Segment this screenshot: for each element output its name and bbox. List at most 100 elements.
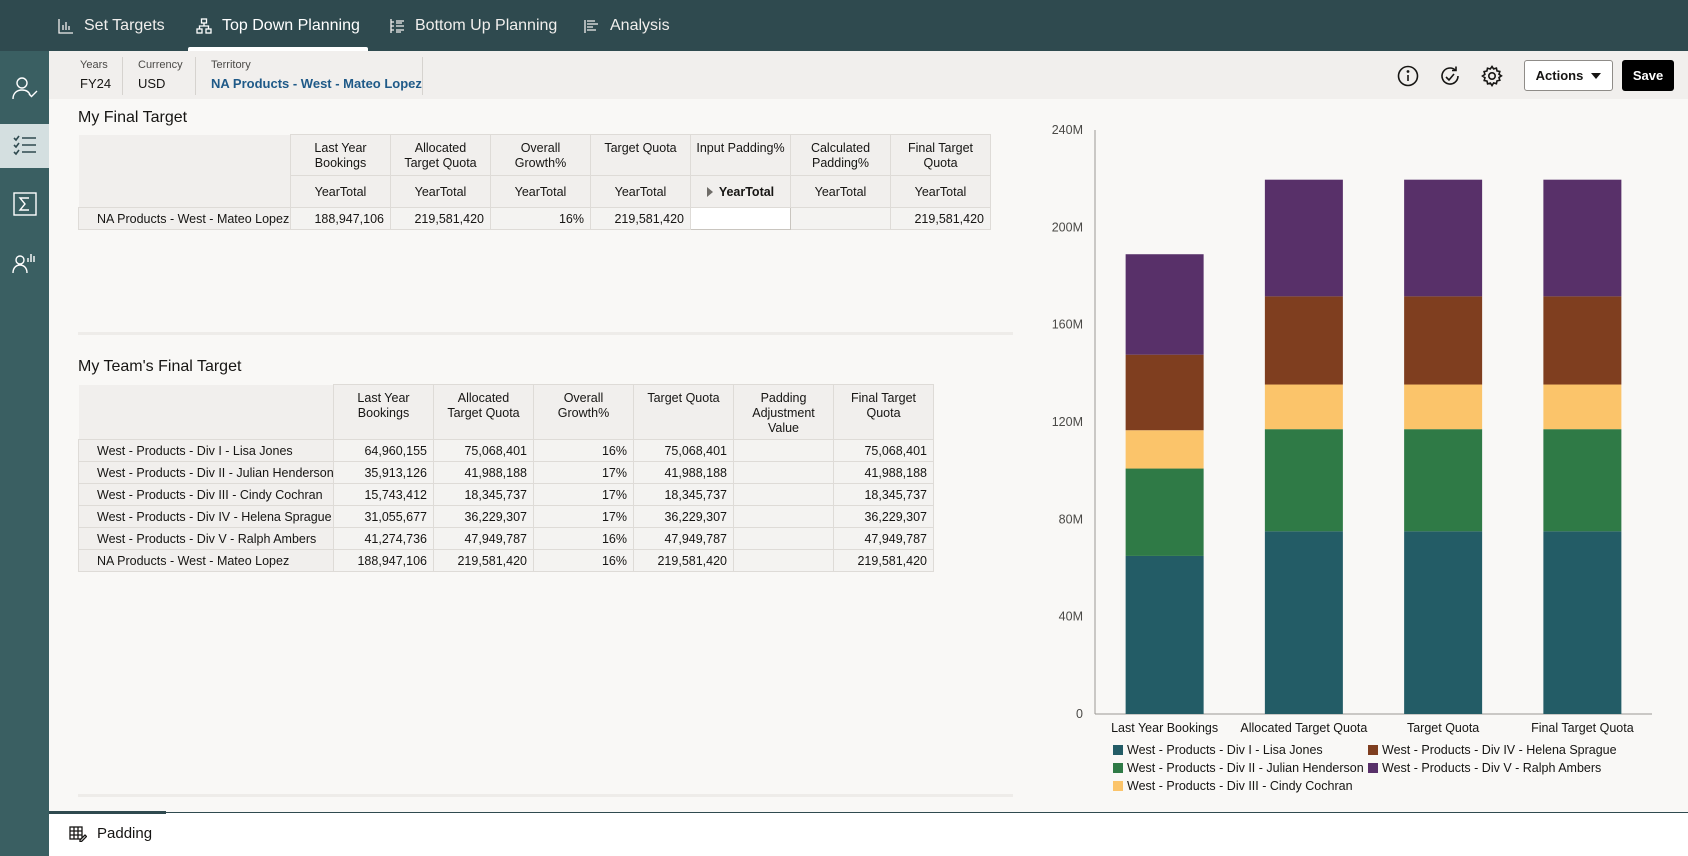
rail-user-analysis[interactable] <box>0 240 49 284</box>
pov-territory[interactable]: Territory NA Products - West - Mateo Lop… <box>211 59 422 91</box>
sub-header: YearTotal <box>490 175 591 208</box>
table-row: NA Products - West - Mateo Lopez 188,947… <box>78 207 991 230</box>
cell: 16% <box>533 439 634 462</box>
actions-label: Actions <box>1535 68 1584 83</box>
bar-segment <box>1404 429 1483 532</box>
cell: 17% <box>533 461 634 484</box>
y-tick-label: 0 <box>1076 707 1083 721</box>
row-header: West - Products - Div II - Julian Hender… <box>78 461 334 484</box>
bar-segment <box>1404 531 1483 714</box>
bar-segment <box>1264 296 1343 385</box>
grid-edit-icon <box>69 825 87 842</box>
cell: 36,229,307 <box>633 505 734 528</box>
rail-checklist[interactable] <box>0 124 49 168</box>
tab-top-down-planning[interactable]: Top Down Planning <box>188 0 368 51</box>
cell <box>733 461 834 484</box>
table-row: West - Products - Div V - Ralph Ambers 4… <box>78 527 934 550</box>
column-header: Final Target Quota <box>833 384 934 440</box>
cell: 41,274,736 <box>333 527 434 550</box>
sigma-icon <box>12 192 37 216</box>
y-tick-label: 80M <box>1059 512 1083 526</box>
tab-label: Bottom Up Planning <box>415 16 558 34</box>
bar-segment <box>1543 429 1622 532</box>
bar-segment <box>1264 384 1343 430</box>
cell: 219,581,420 <box>633 549 734 572</box>
bar-segment <box>1264 531 1343 714</box>
legend-swatch <box>1113 745 1123 755</box>
table-row: West - Products - Div III - Cindy Cochra… <box>78 483 934 506</box>
cell <box>733 527 834 550</box>
legend-label: West - Products - Div V - Ralph Ambers <box>1382 761 1601 775</box>
cell <box>733 505 834 528</box>
actions-button[interactable]: Actions <box>1524 60 1613 91</box>
pov-currency[interactable]: Currency USD <box>138 59 183 91</box>
cell: 188,947,106 <box>333 549 434 572</box>
legend-label: West - Products - Div IV - Helena Spragu… <box>1382 743 1617 757</box>
legend-swatch <box>1113 781 1123 791</box>
bar-segment <box>1404 179 1483 297</box>
cell: 16% <box>533 527 634 550</box>
sub-header: YearTotal <box>890 175 991 208</box>
sub-header-expand[interactable]: YearTotal <box>690 175 791 208</box>
cell: 47,949,787 <box>433 527 534 550</box>
rail-sum[interactable] <box>0 182 49 226</box>
legend-swatch <box>1368 745 1378 755</box>
settings-button[interactable] <box>1477 61 1507 91</box>
refresh-icon <box>1441 66 1459 85</box>
sub-header: YearTotal <box>390 175 491 208</box>
bar-segment <box>1125 354 1204 431</box>
hierarchy-icon <box>196 17 212 34</box>
bar-chart-icon <box>58 18 73 34</box>
pov-years-label: Years <box>80 59 108 71</box>
cell: 16% <box>533 549 634 572</box>
cell: 219,581,420 <box>890 207 991 230</box>
legend-swatch <box>1113 763 1123 773</box>
list-hierarchy-icon <box>390 18 404 33</box>
grid-corner <box>78 134 291 208</box>
column-header: Overall Growth% <box>490 134 591 176</box>
row-header: West - Products - Div V - Ralph Ambers <box>78 527 334 550</box>
bar-segment <box>1543 384 1622 430</box>
team-target-title: My Team's Final Target <box>78 358 242 375</box>
section-divider <box>78 332 1013 335</box>
tab-set-targets[interactable]: Set Targets <box>58 0 165 51</box>
row-header: West - Products - Div III - Cindy Cochra… <box>78 483 334 506</box>
pov-years-value: FY24 <box>80 76 112 91</box>
cell: 47,949,787 <box>833 527 934 550</box>
expand-icon[interactable] <box>706 186 713 197</box>
row-header: West - Products - Div IV - Helena Spragu… <box>78 505 334 528</box>
x-category-label: Last Year Bookings <box>1111 721 1218 735</box>
padding-tab[interactable]: Padding <box>69 825 152 842</box>
tab-label: Analysis <box>610 16 670 34</box>
cell <box>733 483 834 506</box>
stacked-bar-chart: 0 40M 80M 120M 160M 200M 240M Last Year Booking… <box>1052 123 1652 793</box>
info-button[interactable] <box>1393 61 1423 91</box>
checklist-icon <box>12 135 36 156</box>
legend-swatch <box>1368 763 1378 773</box>
column-header: Target Quota <box>633 384 734 440</box>
y-tick-label: 240M <box>1052 123 1083 137</box>
refresh-button[interactable] <box>1435 61 1465 91</box>
cell <box>790 207 891 230</box>
pov-territory-value[interactable]: NA Products - West - Mateo Lopez <box>211 76 422 91</box>
column-header: Input Padding% <box>690 134 791 176</box>
y-tick-label: 200M <box>1052 220 1083 234</box>
tab-bottom-up-planning[interactable]: Bottom Up Planning <box>389 0 557 51</box>
tab-analysis[interactable]: Analysis <box>584 0 670 51</box>
side-rail <box>0 51 49 856</box>
pov-years[interactable]: Years FY24 <box>80 59 111 91</box>
user-check-icon <box>11 77 37 100</box>
column-header: Calculated Padding% <box>790 134 891 176</box>
table-row: NA Products - West - Mateo Lopez 188,947… <box>78 549 934 572</box>
rail-user-check[interactable] <box>0 66 49 110</box>
bar-segment <box>1125 468 1204 556</box>
bar-segment <box>1264 179 1343 297</box>
input-padding-cell[interactable] <box>690 207 791 230</box>
chevron-down-icon <box>1591 72 1602 79</box>
cell: 75,068,401 <box>633 439 734 462</box>
cell: 17% <box>533 483 634 506</box>
bar-segment <box>1404 296 1483 385</box>
y-tick-label: 160M <box>1052 318 1083 332</box>
table-row: West - Products - Div II - Julian Hender… <box>78 461 934 484</box>
save-button[interactable]: Save <box>1622 60 1674 91</box>
